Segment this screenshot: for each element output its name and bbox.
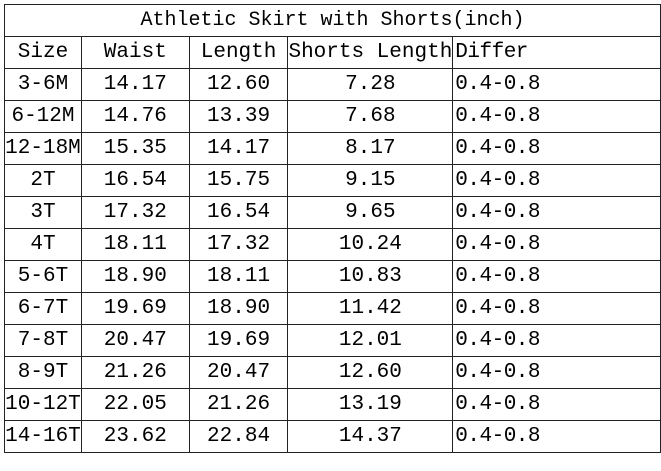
size-chart-table: Athletic Skirt with Shorts(inch) Size Wa… (4, 4, 661, 453)
cell-waist: 18.90 (80, 260, 190, 293)
cell-waist: 15.35 (80, 132, 190, 165)
cell-differ: 0.4-0.8 (452, 420, 661, 453)
cell-size: 6-12M (4, 100, 82, 133)
cell-shorts-length: 12.60 (287, 356, 454, 389)
cell-waist: 18.11 (80, 228, 190, 261)
table-row: 5-6T 18.90 18.11 10.83 0.4-0.8 (4, 260, 661, 293)
cell-length: 20.47 (188, 356, 289, 389)
cell-differ: 0.4-0.8 (452, 228, 661, 261)
cell-length: 18.90 (188, 292, 289, 325)
cell-length: 14.17 (188, 132, 289, 165)
cell-shorts-length: 11.42 (287, 292, 454, 325)
cell-differ: 0.4-0.8 (452, 132, 661, 165)
table-row: 4T 18.11 17.32 10.24 0.4-0.8 (4, 228, 661, 261)
cell-waist: 22.05 (80, 388, 190, 421)
cell-waist: 16.54 (80, 164, 190, 197)
cell-size: 14-16T (4, 420, 82, 453)
cell-size: 7-8T (4, 324, 82, 357)
header-waist: Waist (80, 36, 190, 69)
cell-length: 18.11 (188, 260, 289, 293)
cell-differ: 0.4-0.8 (452, 164, 661, 197)
cell-size: 3-6M (4, 68, 82, 101)
table-row: 10-12T 22.05 21.26 13.19 0.4-0.8 (4, 388, 661, 421)
cell-length: 22.84 (188, 420, 289, 453)
cell-shorts-length: 9.65 (287, 196, 454, 229)
cell-differ: 0.4-0.8 (452, 68, 661, 101)
cell-waist: 23.62 (80, 420, 190, 453)
cell-differ: 0.4-0.8 (452, 196, 661, 229)
cell-differ: 0.4-0.8 (452, 292, 661, 325)
table-row: 8-9T 21.26 20.47 12.60 0.4-0.8 (4, 356, 661, 389)
table-row: 3T 17.32 16.54 9.65 0.4-0.8 (4, 196, 661, 229)
cell-length: 19.69 (188, 324, 289, 357)
table-row: 6-12M 14.76 13.39 7.68 0.4-0.8 (4, 100, 661, 133)
table-title: Athletic Skirt with Shorts(inch) (4, 4, 661, 37)
title-row: Athletic Skirt with Shorts(inch) (4, 4, 661, 37)
cell-shorts-length: 7.28 (287, 68, 454, 101)
cell-waist: 19.69 (80, 292, 190, 325)
table-row: 6-7T 19.69 18.90 11.42 0.4-0.8 (4, 292, 661, 325)
cell-shorts-length: 14.37 (287, 420, 454, 453)
cell-differ: 0.4-0.8 (452, 388, 661, 421)
cell-waist: 21.26 (80, 356, 190, 389)
cell-shorts-length: 12.01 (287, 324, 454, 357)
cell-size: 6-7T (4, 292, 82, 325)
table-row: 2T 16.54 15.75 9.15 0.4-0.8 (4, 164, 661, 197)
header-shorts-length: Shorts Length (287, 36, 454, 69)
cell-differ: 0.4-0.8 (452, 324, 661, 357)
cell-waist: 14.17 (80, 68, 190, 101)
cell-shorts-length: 10.83 (287, 260, 454, 293)
cell-length: 13.39 (188, 100, 289, 133)
table-row: 7-8T 20.47 19.69 12.01 0.4-0.8 (4, 324, 661, 357)
cell-size: 4T (4, 228, 82, 261)
cell-size: 5-6T (4, 260, 82, 293)
cell-length: 16.54 (188, 196, 289, 229)
cell-length: 21.26 (188, 388, 289, 421)
cell-shorts-length: 9.15 (287, 164, 454, 197)
cell-size: 2T (4, 164, 82, 197)
header-size: Size (4, 36, 82, 69)
cell-size: 10-12T (4, 388, 82, 421)
cell-differ: 0.4-0.8 (452, 100, 661, 133)
cell-waist: 14.76 (80, 100, 190, 133)
cell-waist: 17.32 (80, 196, 190, 229)
cell-differ: 0.4-0.8 (452, 356, 661, 389)
cell-size: 3T (4, 196, 82, 229)
header-length: Length (188, 36, 289, 69)
table-row: 12-18M 15.35 14.17 8.17 0.4-0.8 (4, 132, 661, 165)
table-row: 14-16T 23.62 22.84 14.37 0.4-0.8 (4, 420, 661, 453)
cell-length: 15.75 (188, 164, 289, 197)
table-row: 3-6M 14.17 12.60 7.28 0.4-0.8 (4, 68, 661, 101)
cell-length: 17.32 (188, 228, 289, 261)
header-differ: Differ (452, 36, 661, 69)
cell-shorts-length: 7.68 (287, 100, 454, 133)
cell-length: 12.60 (188, 68, 289, 101)
cell-shorts-length: 13.19 (287, 388, 454, 421)
header-row: Size Waist Length Shorts Length Differ (4, 36, 661, 69)
cell-size: 12-18M (4, 132, 82, 165)
cell-size: 8-9T (4, 356, 82, 389)
cell-waist: 20.47 (80, 324, 190, 357)
cell-differ: 0.4-0.8 (452, 260, 661, 293)
cell-shorts-length: 8.17 (287, 132, 454, 165)
cell-shorts-length: 10.24 (287, 228, 454, 261)
